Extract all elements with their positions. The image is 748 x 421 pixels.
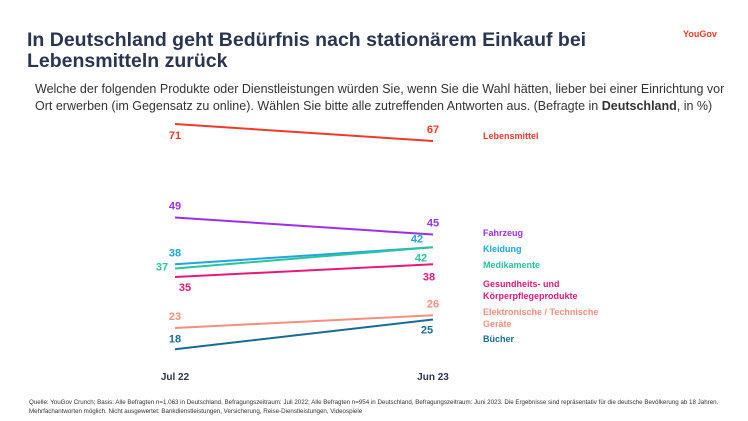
data-label: 38 (169, 247, 181, 259)
series-line (174, 318, 434, 351)
question-country: Deutschland (601, 99, 677, 113)
legend-label: Bücher (483, 334, 515, 344)
data-label: 38 (423, 271, 435, 283)
data-label: 26 (427, 298, 439, 310)
series-line (174, 123, 434, 142)
series-line (174, 263, 434, 278)
question-post: , in %) (676, 99, 713, 113)
series-line (174, 314, 434, 329)
question-text: Welche der folgenden Produkte oder Diens… (35, 81, 735, 115)
series-line (174, 216, 434, 236)
yougov-logo: YouGov (683, 29, 717, 39)
data-label: 49 (169, 201, 181, 213)
legend-label: Medikamente (483, 260, 540, 270)
data-label: 37 (156, 262, 168, 274)
data-label: 42 (411, 233, 423, 245)
legend-label: Gesundheits- und Körperpflegeprodukte (483, 279, 578, 301)
data-label: 35 (179, 282, 191, 294)
data-label: 67 (427, 124, 439, 136)
data-label: 25 (421, 325, 433, 337)
x-tick-label: Jun 23 (417, 372, 449, 383)
legend-label: Fahrzeug (483, 228, 523, 238)
legend-label: Lebensmittel (483, 131, 539, 141)
source-note: Quelle: YouGov Crunch; Basis: Alle Befra… (29, 399, 719, 415)
question-pre: Welche der folgenden Produkte oder Diens… (35, 82, 725, 113)
data-label: 42 (415, 252, 427, 264)
legend-label: Kleidung (483, 244, 522, 254)
x-tick-label: Jul 22 (161, 372, 190, 383)
data-label: 45 (427, 218, 439, 230)
series-line (174, 246, 434, 270)
page-title: In Deutschland geht Bedürfnis nach stati… (27, 29, 587, 72)
legend-label: Elektronische / Technische Geräte (483, 307, 598, 329)
data-label: 23 (169, 311, 181, 323)
data-label: 18 (169, 333, 181, 345)
data-label: 71 (169, 130, 181, 142)
